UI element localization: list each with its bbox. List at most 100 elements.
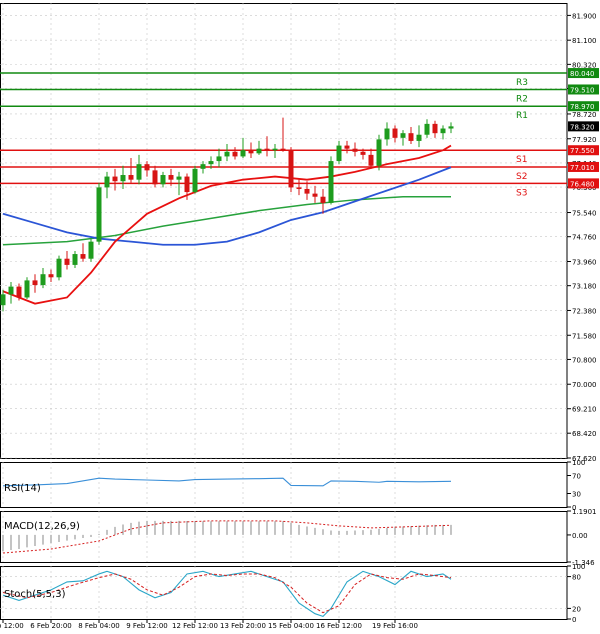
rsi-tick-label: 100 — [572, 459, 585, 467]
level-value-box — [568, 68, 599, 79]
level-label-r3: R3 — [516, 78, 528, 88]
level-value-box — [568, 178, 599, 189]
level-value: 76.480 — [570, 180, 595, 188]
candle-body — [440, 128, 446, 134]
time-axis-label: 16 Feb 12:00 — [316, 622, 362, 630]
candle-body — [392, 128, 398, 138]
candle-body — [16, 286, 22, 298]
stoch-tick-label: 80 — [572, 574, 581, 582]
last-price-value: 78.320 — [570, 123, 595, 131]
candle-body — [104, 176, 110, 188]
moving-average-red — [2, 144, 452, 305]
candle-body — [416, 134, 422, 141]
time-axis-label: 6 Feb 20:00 — [30, 622, 71, 630]
level-value-box — [568, 84, 599, 95]
rsi-tick-label: 70 — [572, 473, 581, 481]
candle-body — [280, 148, 286, 151]
stoch-tick-label: 20 — [572, 605, 581, 613]
rsi-tick-label: 30 — [572, 491, 581, 499]
candle-body — [32, 280, 38, 286]
price-tick-label: 68.420 — [572, 430, 597, 438]
level-value: 78.970 — [570, 103, 595, 111]
price-tick-label: 70.000 — [572, 381, 597, 389]
price-tick-label: 80.320 — [572, 61, 597, 69]
candle-body — [0, 294, 6, 306]
candle-body — [160, 175, 166, 185]
rsi-tick-label: 0 — [572, 504, 576, 512]
level-label-s1: S1 — [516, 155, 527, 165]
price-tick-label: 72.380 — [572, 307, 597, 315]
stoch-signal-line — [2, 573, 452, 614]
stoch-label: Stoch(5,5,3) — [4, 589, 66, 600]
candle-body — [240, 150, 246, 157]
level-value-box — [568, 101, 599, 112]
candle-body — [408, 133, 414, 141]
candle-body — [112, 176, 118, 182]
macd-pane-frame — [0, 511, 568, 563]
price-tick-label: 81.100 — [572, 37, 597, 45]
candle-body — [352, 148, 358, 152]
candle-body — [176, 176, 182, 180]
candle-body — [320, 196, 326, 203]
price-tick-label: 74.760 — [572, 234, 597, 242]
candle-body — [288, 150, 294, 188]
level-value: 79.510 — [570, 86, 595, 94]
level-label-r2: R2 — [516, 94, 528, 104]
candle-body — [256, 148, 262, 154]
time-axis-label: 2 Feb 12:00 — [0, 622, 24, 630]
price-pane-frame — [0, 3, 568, 459]
time-axis-label: 9 Feb 12:00 — [126, 622, 167, 630]
level-label-s2: S2 — [516, 172, 527, 182]
candle-body — [88, 241, 94, 259]
candle-body — [360, 151, 366, 155]
candle-body — [152, 170, 158, 185]
candle-body — [40, 274, 46, 286]
candle-body — [248, 150, 254, 154]
candle-body — [208, 161, 214, 165]
candle-body — [400, 133, 406, 138]
candle-body — [48, 274, 54, 278]
candle-body — [272, 148, 278, 151]
stoch-tick-label: 0 — [572, 616, 576, 624]
candle-body — [184, 176, 190, 193]
candle-body — [8, 286, 14, 295]
level-value: 77.550 — [570, 147, 595, 155]
candle-body — [224, 151, 230, 157]
price-tick-label: 73.180 — [572, 283, 597, 291]
moving-average-blue — [2, 166, 452, 246]
time-axis-label: 8 Feb 04:00 — [78, 622, 119, 630]
candle-body — [312, 193, 318, 197]
price-tick-label: 67.620 — [572, 455, 597, 463]
candle-body — [168, 175, 174, 180]
candle-body — [56, 258, 62, 278]
candle-body — [368, 154, 374, 166]
price-tick-label: 69.210 — [572, 406, 597, 414]
candle-body — [384, 128, 390, 140]
price-tick-label: 75.540 — [572, 210, 597, 218]
rsi-label: RSI(14) — [4, 483, 41, 494]
time-axis-label: 15 Feb 04:00 — [268, 622, 314, 630]
candle-body — [232, 151, 238, 157]
level-label-r1: R1 — [516, 111, 528, 121]
candle-body — [24, 280, 30, 298]
candle-body — [128, 175, 134, 180]
candle-body — [296, 187, 302, 189]
candle-body — [336, 145, 342, 162]
level-label-s3: S3 — [516, 188, 527, 198]
candle-body — [64, 258, 70, 265]
rsi-pane-frame — [0, 462, 568, 508]
candle-body — [304, 188, 310, 194]
price-tick-label: 81.900 — [572, 12, 597, 20]
macd-label: MACD(12,26,9) — [4, 521, 80, 532]
stoch-tick-label: 100 — [572, 563, 585, 571]
candle-body — [96, 187, 102, 242]
level-value-box — [568, 145, 599, 156]
candle-body — [432, 123, 438, 134]
candle-body — [264, 148, 270, 151]
time-axis-label: 13 Feb 20:00 — [220, 622, 266, 630]
last-price-box — [568, 121, 599, 132]
price-tick-label: 70.800 — [572, 356, 597, 364]
candle-body — [376, 139, 382, 166]
candle-body — [424, 123, 430, 135]
